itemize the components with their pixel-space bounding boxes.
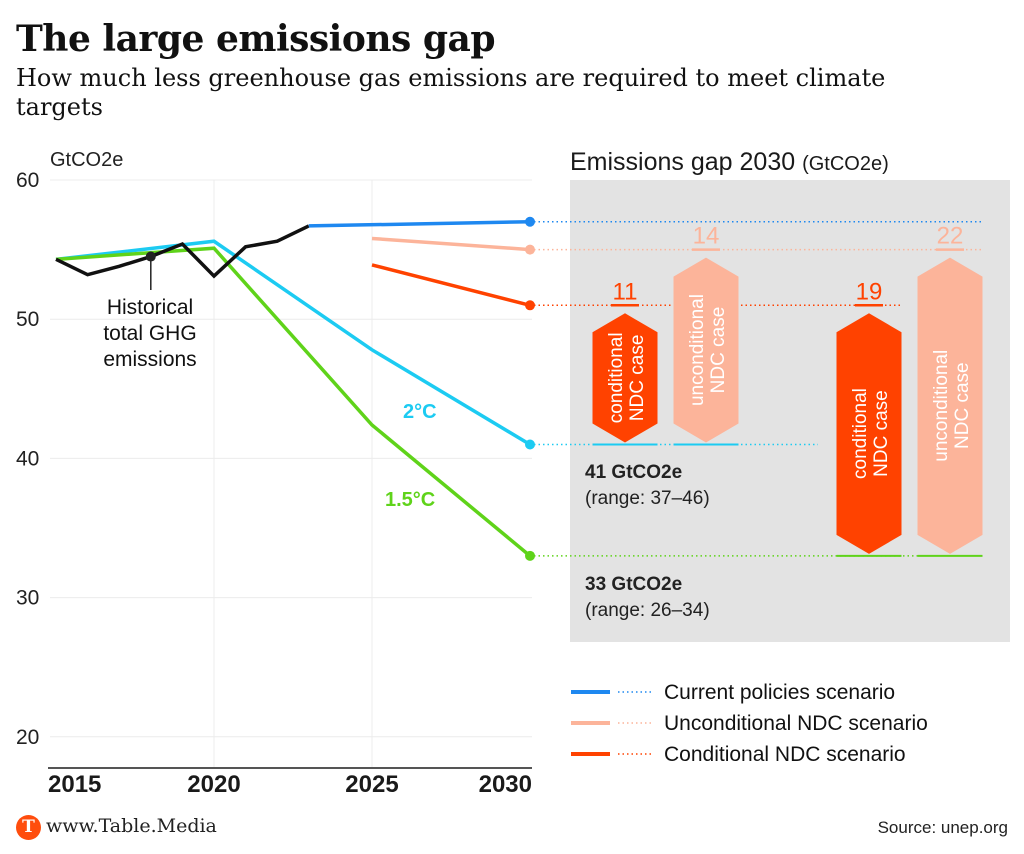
endpoint-one-five-degree: [525, 550, 535, 561]
chart-title: The large emissions gap: [16, 18, 496, 60]
series-line-one-five-degree: [55, 246, 532, 558]
gap-arrow-label-line2: NDC case: [708, 307, 729, 394]
y-tick-label: 40: [16, 447, 39, 470]
series-line-conditional: [371, 263, 531, 307]
gap-arrow-label: conditionalNDC case: [606, 332, 648, 423]
series-line-unconditional: [371, 236, 531, 252]
historical-label: emissions: [103, 348, 196, 371]
historical-marker: [145, 251, 156, 262]
gap-value-label: 19: [856, 278, 883, 305]
table-media-logo-icon: T: [16, 815, 41, 840]
gap-arrow-label-line2: NDC case: [871, 390, 892, 477]
two-degree-label: 2°C: [403, 401, 437, 423]
gap-arrow-label-line2: NDC case: [952, 362, 973, 449]
gap-arrow-label-line1: conditional: [606, 332, 627, 423]
endpoint-two-degree: [525, 439, 535, 450]
gap-arrow-label-line1: unconditional: [931, 350, 952, 462]
chart-subtitle: How much less greenhouse gas emissions a…: [16, 64, 886, 121]
y-tick-label: 20: [16, 726, 39, 749]
endpoint-current-policies: [525, 216, 535, 227]
gap-arrow-label: conditionalNDC case: [850, 388, 892, 479]
gap-arrow-label: unconditionalNDC case: [687, 294, 729, 406]
y-axis-unit-label: GtCO2e: [50, 149, 123, 171]
gap-arrow-conditional: [592, 313, 658, 443]
x-tick-label: 2020: [187, 771, 240, 798]
gap-arrow-label: unconditionalNDC case: [931, 350, 973, 462]
y-tick-label: 30: [16, 587, 39, 610]
historical-label: Historical: [107, 296, 193, 319]
endpoint-conditional: [525, 300, 535, 311]
target-range-label: (range: 26–34): [585, 600, 710, 621]
gap-panel-title-unit: (GtCO2e): [802, 153, 889, 175]
annotations: Historical total GHG emissions 2°C 1.5°C 41 G…: [103, 223, 983, 621]
series-line-two-degree: [55, 239, 531, 446]
gap-arrow-label-line1: unconditional: [687, 294, 708, 406]
gap-arrow-conditional: [836, 313, 902, 554]
series-line-historical: [55, 224, 310, 279]
historical-label: total GHG: [103, 322, 196, 345]
gap-arrow-unconditional: [673, 257, 739, 443]
one-five-degree-label: 1.5°C: [385, 489, 435, 511]
legend-label: Conditional NDC scenario: [664, 743, 906, 766]
gap-value-label: 14: [693, 223, 720, 250]
gap-arrow-label-line2: NDC case: [627, 335, 648, 422]
series-line-current-policies: [308, 220, 531, 228]
legend: Current policies scenario Unconditional N…: [571, 681, 928, 766]
x-tick-label: 2025: [345, 771, 398, 798]
gap-panel-title: Emissions gap 2030 (GtCO2e): [570, 148, 889, 176]
gap-value-label: 22: [937, 223, 964, 250]
gap-panel-title-main: Emissions gap 2030: [570, 148, 802, 176]
target-range-label: (range: 37–46): [585, 488, 710, 509]
footer-source: Source: unep.org: [877, 818, 1008, 837]
grid: [50, 179, 532, 767]
target-value-label: 41 GtCO2e: [585, 462, 682, 483]
x-tick-label: 2015: [48, 771, 101, 798]
gap-arrow-label-line1: conditional: [850, 388, 871, 479]
y-tick-label: 60: [16, 169, 39, 192]
x-tick-label: 2030: [479, 771, 532, 798]
y-tick-label: 50: [16, 308, 39, 331]
footer-brand[interactable]: www.Table.Media: [46, 815, 217, 837]
legend-label: Current policies scenario: [664, 681, 895, 704]
gap-value-label: 11: [613, 278, 638, 305]
legend-label: Unconditional NDC scenario: [664, 712, 928, 735]
series: [55, 216, 982, 561]
target-value-label: 33 GtCO2e: [585, 574, 682, 595]
gap-arrow-unconditional: [917, 257, 983, 554]
endpoint-unconditional: [525, 244, 535, 255]
